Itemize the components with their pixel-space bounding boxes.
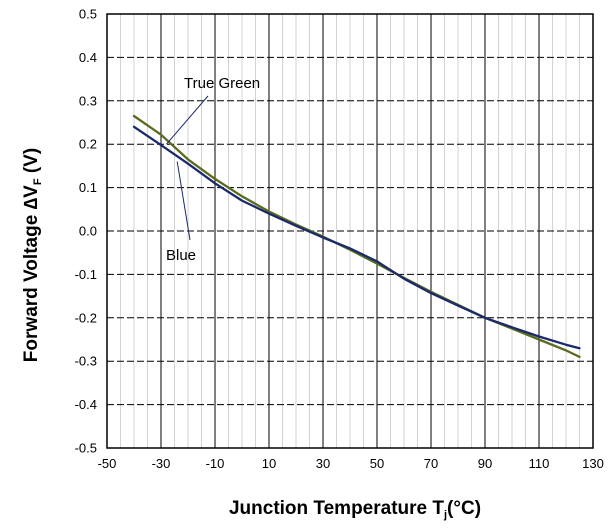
x-tick-label: 90 <box>478 456 492 471</box>
series-lines <box>132 114 581 359</box>
y-tick-label: 0.4 <box>79 50 97 65</box>
y-tick-label: -0.2 <box>75 310 97 325</box>
series-line-true-green <box>132 114 581 359</box>
x-tick-label: -10 <box>206 456 225 471</box>
y-tick-label: -0.5 <box>75 441 97 456</box>
series-line-blue <box>132 125 581 350</box>
annotation-leader <box>176 161 191 241</box>
x-tick-label: -30 <box>152 456 171 471</box>
y-tick-label: -0.1 <box>75 267 97 282</box>
y-tick-label: 0.2 <box>79 137 97 152</box>
x-tick-label: 10 <box>262 456 276 471</box>
y-tick-label: 0.3 <box>79 93 97 108</box>
x-tick-label: 30 <box>316 456 330 471</box>
x-axis-title: Junction Temperature Tj(°C) <box>229 498 481 521</box>
y-axis-title: Forward Voltage ∆VF (V) <box>21 148 44 362</box>
y-tick-labels: -0.5 -0.4 -0.3 -0.2 -0.1 0.0 0.1 0.2 0.3 0.4 0.5 <box>75 7 97 456</box>
x-tick-label: 130 <box>582 456 604 471</box>
annotation-leader <box>166 95 209 145</box>
y-tick-label: 0.1 <box>79 180 97 195</box>
x-tick-labels: -50 -30 -10 10 30 50 70 90 110 130 <box>98 456 604 471</box>
y-tick-label: 0.5 <box>79 7 97 22</box>
y-tick-label: -0.3 <box>75 354 97 369</box>
plot-frame <box>106 13 594 449</box>
x-tick-label: 110 <box>529 456 550 471</box>
series-label-true-green: True Green <box>184 75 260 92</box>
y-tick-label: -0.4 <box>75 397 97 412</box>
series-label-blue: Blue <box>166 247 196 264</box>
x-tick-label: 70 <box>424 456 438 471</box>
x-tick-label: 50 <box>370 456 384 471</box>
y-tick-label: 0.0 <box>79 224 97 239</box>
annotations: True Green Blue <box>166 75 260 264</box>
x-tick-label: -50 <box>98 456 117 471</box>
